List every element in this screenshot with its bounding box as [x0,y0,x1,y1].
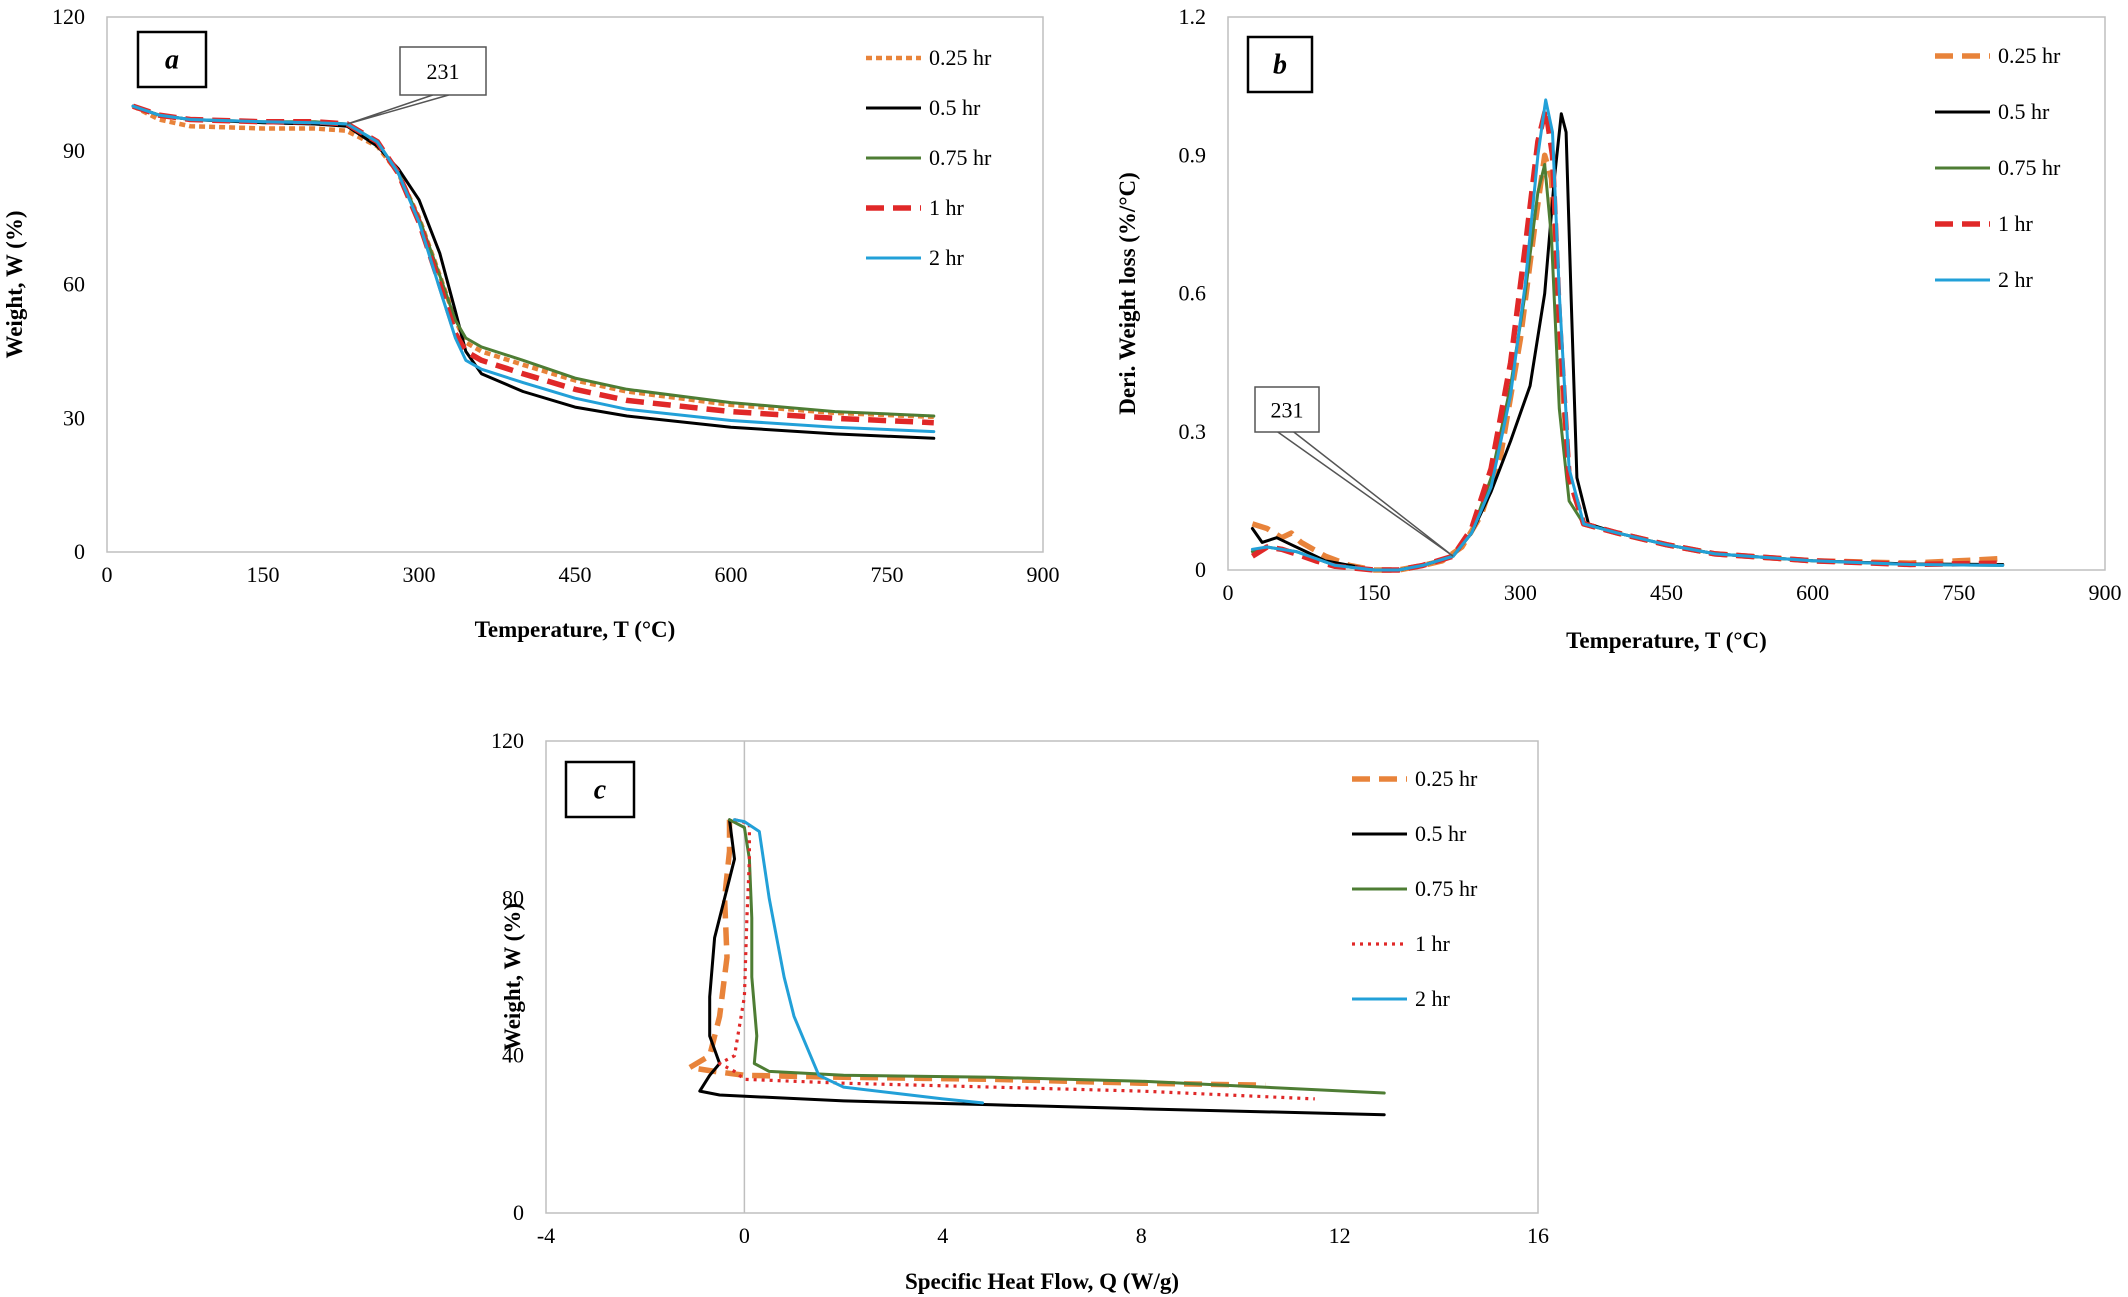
y-tick-label: 1.2 [1179,4,1207,29]
y-tick-label: 120 [52,4,85,29]
chart-panel-b: 0 150 300 450 600 750 900 0 0.3 0.6 0.9 1.2 Temperat… [1115,4,2122,653]
series-line-2-hr [733,818,984,1105]
panel-label: a [165,45,179,76]
legend-label: 0.75 hr [1998,155,2061,180]
series-line-0-75-hr [1250,163,2005,572]
y-tick-label: 90 [63,138,85,163]
x-tick-label: 750 [871,562,904,587]
callout-pointer [1277,431,1454,557]
x-tick-label: 300 [1504,580,1537,605]
x-tick-label: 450 [559,562,592,587]
panel-label: c [594,775,607,806]
legend-label: 0.5 hr [929,95,981,120]
x-axis-title: Specific Heat Flow, Q (W/g) [905,1269,1179,1294]
legend-label: 0.5 hr [1415,821,1467,846]
x-tick-label: 16 [1527,1223,1549,1248]
x-tick-label: 0 [739,1223,750,1248]
x-tick-label: 900 [2089,580,2122,605]
callout-label: 231 [1271,398,1304,423]
y-tick-label: 80 [502,885,524,910]
legend-label: 0.25 hr [929,45,992,70]
x-tick-label: 0 [1223,580,1234,605]
x-tick-label: 150 [1358,580,1391,605]
x-tick-label: 750 [1942,580,1975,605]
y-tick-label: 40 [502,1043,524,1068]
series-line-0-25-hr [131,104,934,420]
y-axis-title: Weight, W (%) [2,210,27,358]
series-line-0-5-hr [698,818,1386,1117]
x-tick-label: -4 [537,1223,555,1248]
x-tick-label: 600 [1796,580,1829,605]
y-tick-label: 60 [63,272,85,297]
plot-area [1227,16,2106,571]
series-line-0-25-hr [687,819,1266,1088]
x-tick-label: 0 [102,562,113,587]
x-tick-label: 12 [1329,1223,1351,1248]
legend-label: 2 hr [929,245,965,270]
series-line-0-75-hr [728,818,1386,1095]
x-axis-title: Temperature, T (°C) [1566,628,1767,653]
callout-box [399,46,487,96]
series-line-1-hr [1250,106,2003,573]
series-line-1-hr [718,818,1315,1101]
legend-label: 0.25 hr [1415,766,1478,791]
y-tick-label: 0.6 [1179,281,1207,306]
x-axis-title: Temperature, T (°C) [475,617,676,642]
legend-label: 0.75 hr [929,145,992,170]
legend-label: 2 hr [1998,267,2034,292]
y-tick-label: 30 [63,405,85,430]
callout-label: 231 [427,59,460,84]
y-axis-title: Deri. Weight loss (%/°C) [1115,172,1140,415]
legend-label: 0.25 hr [1998,43,2061,68]
panel-label-box [136,30,208,89]
y-tick-label: 0.9 [1179,142,1207,167]
x-tick-label: 300 [403,562,436,587]
plot-area [106,16,1044,553]
legend-label: 0.75 hr [1415,876,1478,901]
y-tick-label: 0 [513,1200,524,1225]
x-tick-label: 900 [1027,562,1060,587]
chart-panel-a: 0 150 300 450 600 750 900 0 30 60 90 120 Temperature… [2,4,1060,642]
series-line-1-hr [132,103,934,426]
y-tick-label: 120 [491,728,524,753]
panel-label-box [564,760,636,819]
series-line-0-5-hr [1250,112,2005,572]
panel-label: b [1273,50,1287,81]
chart-panel-c: -4 0 4 8 12 16 0 40 80 120 Specific Heat Flow, Q (… [491,728,1549,1294]
x-tick-label: 450 [1650,580,1683,605]
x-tick-label: 150 [247,562,280,587]
legend-label: 1 hr [1998,211,2034,236]
series-line-2-hr [1250,98,2005,572]
x-tick-label: 4 [937,1223,948,1248]
panel-label-box [1246,35,1314,94]
x-tick-label: 600 [715,562,748,587]
y-axis-title: Weight, W (%) [500,903,525,1051]
legend-label: 1 hr [929,195,965,220]
y-tick-label: 0 [1195,557,1206,582]
series-line-0-25-hr [1251,152,2003,573]
legend-label: 1 hr [1415,931,1451,956]
legend-label: 0.5 hr [1998,99,2050,124]
y-tick-label: 0.3 [1179,419,1207,444]
series-line-2-hr [131,104,936,434]
callout-pointer [346,94,449,125]
y-tick-label: 0 [74,539,85,564]
plot-area [545,740,1539,1214]
callout-box [1254,386,1320,433]
x-tick-label: 8 [1136,1223,1147,1248]
legend-label: 2 hr [1415,986,1451,1011]
series-line-0-5-hr [131,104,936,440]
